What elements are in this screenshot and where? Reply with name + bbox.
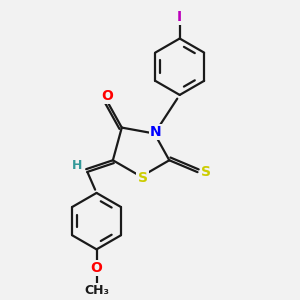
Text: I: I: [177, 10, 182, 24]
Text: N: N: [150, 125, 162, 139]
Text: O: O: [91, 261, 103, 275]
Text: S: S: [201, 165, 211, 179]
Text: CH₃: CH₃: [84, 284, 109, 297]
Text: O: O: [101, 88, 113, 103]
Text: H: H: [71, 159, 82, 172]
Text: S: S: [138, 171, 148, 185]
